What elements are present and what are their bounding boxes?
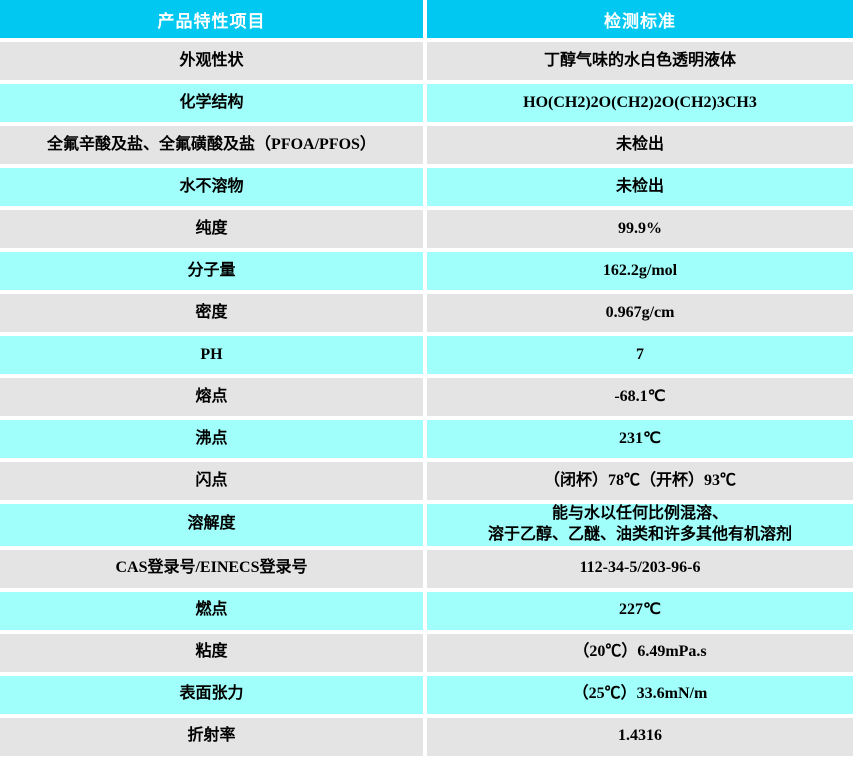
table-row: CAS登录号/EINECS登录号 112-34-5/203-96-6 bbox=[0, 549, 853, 592]
property-label: 熔点 bbox=[0, 378, 427, 420]
table-row: 化学结构 HO(CH2)2O(CH2)2O(CH2)3CH3 bbox=[0, 84, 853, 126]
property-value: -68.1℃ bbox=[427, 378, 853, 420]
table-row: 熔点 -68.1℃ bbox=[0, 378, 853, 420]
property-label: 水不溶物 bbox=[0, 168, 427, 210]
property-label: 全氟辛酸及盐、全氟磺酸及盐（PFOA/PFOS） bbox=[0, 126, 427, 168]
table-row: 水不溶物 未检出 bbox=[0, 168, 853, 210]
property-value: 0.967g/cm bbox=[427, 294, 853, 336]
property-label: 表面张力 bbox=[0, 675, 427, 718]
table-row: 外观性状 丁醇气味的水白色透明液体 bbox=[0, 42, 853, 84]
table-row: 分子量 162.2g/mol bbox=[0, 252, 853, 294]
property-label: 沸点 bbox=[0, 420, 427, 462]
property-label: 燃点 bbox=[0, 591, 427, 634]
column-header-product-property: 产品特性项目 bbox=[0, 0, 427, 42]
table-row: 闪点 （闭杯）78℃（开杯）93℃ bbox=[0, 462, 853, 504]
property-value: 7 bbox=[427, 336, 853, 378]
property-value: 丁醇气味的水白色透明液体 bbox=[427, 42, 853, 84]
property-label: 闪点 bbox=[0, 462, 427, 504]
table-row: 沸点 231℃ bbox=[0, 420, 853, 462]
table-row: 折射率 1.4316 bbox=[0, 717, 853, 756]
property-value: 162.2g/mol bbox=[427, 252, 853, 294]
property-value: 99.9% bbox=[427, 210, 853, 252]
property-value: 能与水以任何比例混溶、 溶于乙醇、乙醚、油类和许多其他有机溶剂 bbox=[427, 504, 853, 550]
property-value: 231℃ bbox=[427, 420, 853, 462]
property-value: HO(CH2)2O(CH2)2O(CH2)3CH3 bbox=[427, 84, 853, 126]
table-row: 全氟辛酸及盐、全氟磺酸及盐（PFOA/PFOS） 未检出 bbox=[0, 126, 853, 168]
property-label: 外观性状 bbox=[0, 42, 427, 84]
property-label: 粘度 bbox=[0, 633, 427, 676]
table-row: 粘度 （20℃）6.49mPa.s bbox=[0, 633, 853, 676]
property-value: 1.4316 bbox=[427, 717, 853, 756]
property-label: 溶解度 bbox=[0, 504, 427, 550]
table-body: 外观性状 丁醇气味的水白色透明液体 化学结构 HO(CH2)2O(CH2)2O(CH2… bbox=[0, 42, 853, 756]
property-label: PH bbox=[0, 336, 427, 378]
property-label: 密度 bbox=[0, 294, 427, 336]
table-header: 产品特性项目 检测标准 bbox=[0, 0, 853, 42]
property-label: 纯度 bbox=[0, 210, 427, 252]
property-label: 折射率 bbox=[0, 717, 427, 756]
property-value: （25℃）33.6mN/m bbox=[427, 675, 853, 718]
table-row: 溶解度 能与水以任何比例混溶、 溶于乙醇、乙醚、油类和许多其他有机溶剂 bbox=[0, 504, 853, 550]
property-value: （闭杯）78℃（开杯）93℃ bbox=[427, 462, 853, 504]
table-row: 燃点 227℃ bbox=[0, 591, 853, 634]
table-row: 密度 0.967g/cm bbox=[0, 294, 853, 336]
property-value: 未检出 bbox=[427, 168, 853, 210]
property-value: 227℃ bbox=[427, 591, 853, 634]
column-header-test-standard: 检测标准 bbox=[427, 0, 853, 42]
property-label: 分子量 bbox=[0, 252, 427, 294]
table-row: 纯度 99.9% bbox=[0, 210, 853, 252]
property-value: （20℃）6.49mPa.s bbox=[427, 633, 853, 676]
property-value: 112-34-5/203-96-6 bbox=[427, 549, 853, 592]
property-label: 化学结构 bbox=[0, 84, 427, 126]
property-value: 未检出 bbox=[427, 126, 853, 168]
header-row: 产品特性项目 检测标准 bbox=[0, 0, 853, 42]
table-row: PH 7 bbox=[0, 336, 853, 378]
property-label: CAS登录号/EINECS登录号 bbox=[0, 549, 427, 592]
table-row: 表面张力 （25℃）33.6mN/m bbox=[0, 675, 853, 718]
